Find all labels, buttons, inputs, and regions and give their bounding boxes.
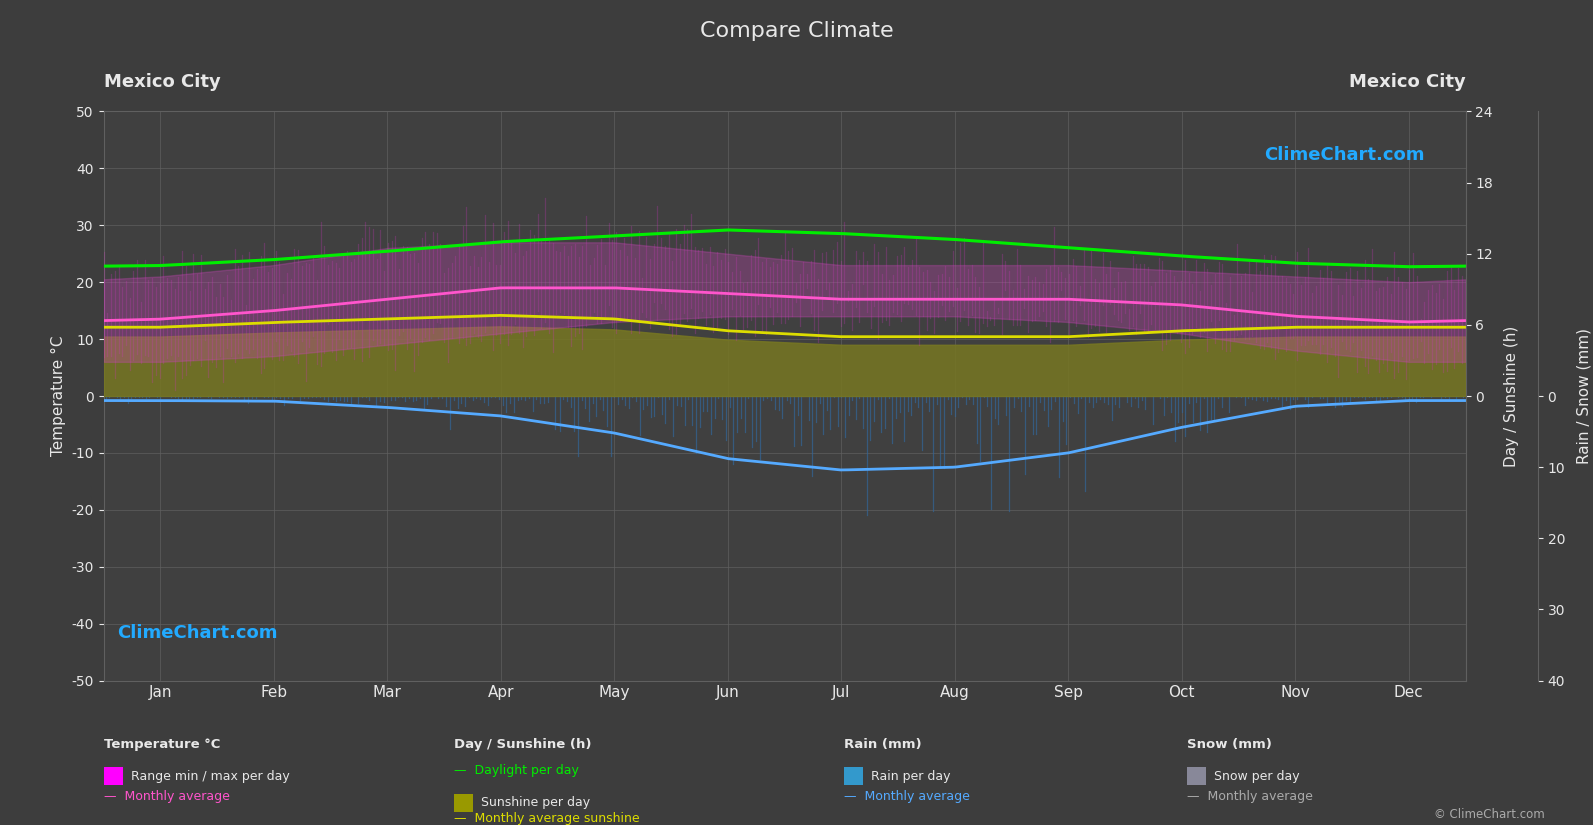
Text: —  Monthly average: — Monthly average [844,790,970,804]
Text: —  Monthly average: — Monthly average [1187,790,1313,804]
Text: Mexico City: Mexico City [104,73,220,92]
Text: ClimeChart.com: ClimeChart.com [118,624,277,642]
Text: Range min / max per day: Range min / max per day [131,770,290,783]
Text: Temperature °C: Temperature °C [104,738,220,752]
Text: —  Monthly average: — Monthly average [104,790,229,804]
Y-axis label: Temperature °C: Temperature °C [51,336,65,456]
Text: Rain per day: Rain per day [871,770,951,783]
Text: © ClimeChart.com: © ClimeChart.com [1434,808,1545,821]
Y-axis label: Day / Sunshine (h): Day / Sunshine (h) [1504,325,1520,467]
Text: Mexico City: Mexico City [1349,73,1466,92]
Text: —  Daylight per day: — Daylight per day [454,764,578,777]
Text: Compare Climate: Compare Climate [699,21,894,40]
Text: Snow per day: Snow per day [1214,770,1300,783]
Text: Rain (mm): Rain (mm) [844,738,922,752]
Text: Day / Sunshine (h): Day / Sunshine (h) [454,738,591,752]
Text: Sunshine per day: Sunshine per day [481,796,591,809]
Text: —  Monthly average sunshine: — Monthly average sunshine [454,812,640,825]
Y-axis label: Rain / Snow (mm): Rain / Snow (mm) [1575,328,1591,464]
Text: ClimeChart.com: ClimeChart.com [1265,145,1424,163]
Text: Snow (mm): Snow (mm) [1187,738,1271,752]
